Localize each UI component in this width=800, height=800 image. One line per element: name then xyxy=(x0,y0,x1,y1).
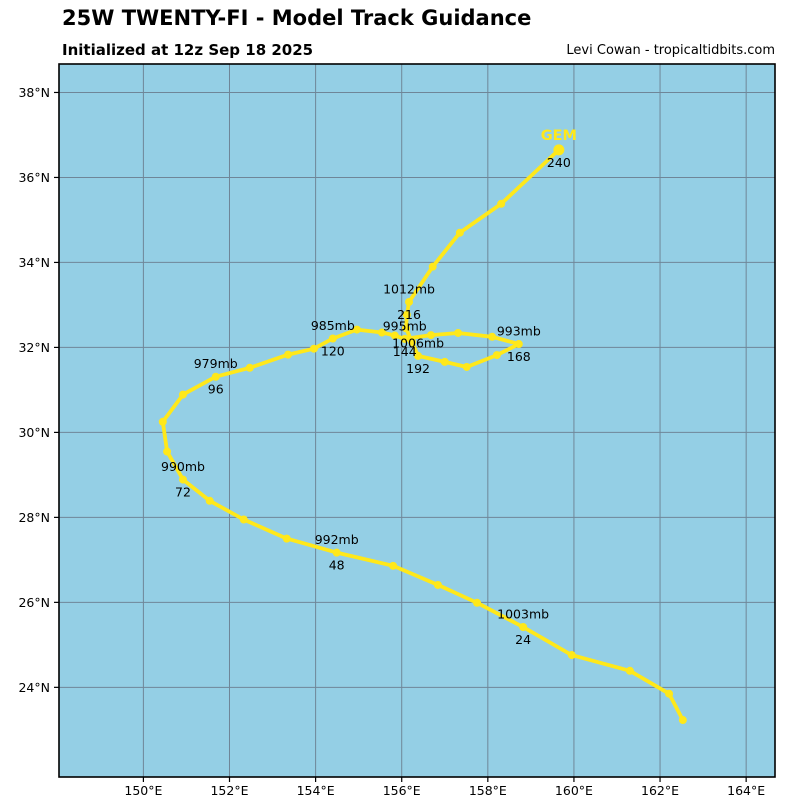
credit-text: Levi Cowan - tropicaltidbits.com xyxy=(566,43,775,58)
point-pressure-label: 995mb xyxy=(383,318,427,333)
track-point xyxy=(389,561,398,570)
track-point xyxy=(211,372,220,381)
point-hour-label: 216 xyxy=(397,307,421,322)
track-point xyxy=(497,199,506,208)
x-tick-label: 150°E xyxy=(124,783,162,798)
point-hour-label: 72 xyxy=(175,485,191,500)
track-point xyxy=(567,651,576,660)
point-hour-label: 240 xyxy=(547,155,571,170)
point-hour-label: 192 xyxy=(406,361,430,376)
point-pressure-label: 1012mb xyxy=(383,281,435,296)
track-point xyxy=(239,515,248,524)
track-point xyxy=(205,496,214,505)
model-name-label: GEM xyxy=(541,128,577,144)
point-pressure-label: 992mb xyxy=(315,532,359,547)
sea-background xyxy=(59,64,775,777)
x-tick-label: 154°E xyxy=(297,783,335,798)
track-point xyxy=(178,475,187,484)
track-point xyxy=(678,716,687,725)
point-pressure-label: 993mb xyxy=(497,324,541,339)
track-point xyxy=(332,548,341,557)
track-point xyxy=(282,534,291,543)
track-point xyxy=(625,666,634,675)
x-tick-label: 152°E xyxy=(210,783,248,798)
track-point xyxy=(178,390,187,399)
page-title: 25W TWENTY-FI - Model Track Guidance xyxy=(62,6,532,30)
point-pressure-label: 985mb xyxy=(311,318,355,333)
y-tick-label: 32°N xyxy=(18,340,50,355)
init-time-subtitle: Initialized at 12z Sep 18 2025 xyxy=(62,41,314,59)
x-tick-label: 156°E xyxy=(383,783,421,798)
track-point xyxy=(514,340,523,349)
point-hour-label: 144 xyxy=(393,344,417,359)
track-point xyxy=(284,350,293,359)
x-tick-label: 164°E xyxy=(727,783,765,798)
map-border xyxy=(58,63,776,778)
track-point xyxy=(352,325,361,334)
y-tick-label: 34°N xyxy=(18,255,50,270)
track-point xyxy=(408,337,417,346)
track-point xyxy=(377,328,386,337)
point-hour-label: 24 xyxy=(515,632,531,647)
y-tick-label: 36°N xyxy=(18,170,50,185)
point-hour-label: 96 xyxy=(208,382,224,397)
track-point xyxy=(462,362,471,371)
y-tick-label: 38°N xyxy=(18,85,50,100)
track-point xyxy=(309,344,318,353)
track-point xyxy=(414,351,423,360)
point-hour-label: 168 xyxy=(507,349,531,364)
x-tick-label: 162°E xyxy=(641,783,679,798)
track-point xyxy=(519,623,528,632)
point-pressure-label: 990mb xyxy=(161,459,205,474)
track-point xyxy=(440,357,449,366)
track-point xyxy=(455,228,464,237)
y-tick-label: 30°N xyxy=(18,425,50,440)
track-point xyxy=(428,262,437,271)
track-point xyxy=(473,598,482,607)
track-point xyxy=(400,334,409,343)
point-hour-label: 48 xyxy=(329,558,345,573)
track-point xyxy=(492,351,501,360)
track-point xyxy=(402,324,411,333)
x-tick-label: 158°E xyxy=(469,783,507,798)
track-point xyxy=(665,689,674,698)
track-point xyxy=(163,447,172,456)
track-point xyxy=(390,331,399,340)
y-tick-label: 26°N xyxy=(18,595,50,610)
track-point xyxy=(454,328,463,337)
track-point xyxy=(426,331,435,340)
track-point xyxy=(402,310,411,319)
y-tick-label: 24°N xyxy=(18,680,50,695)
point-pressure-label: 1006mb xyxy=(392,335,444,350)
track-point xyxy=(488,332,497,341)
track-point xyxy=(158,417,167,426)
point-pressure-label: 1003mb xyxy=(497,607,549,622)
point-hour-label: 120 xyxy=(321,343,345,358)
track-point xyxy=(433,580,442,589)
track-point xyxy=(245,363,254,372)
track-point xyxy=(405,297,414,306)
point-pressure-label: 979mb xyxy=(194,356,238,371)
track-point xyxy=(328,334,337,343)
x-tick-label: 160°E xyxy=(555,783,593,798)
track-point xyxy=(553,144,565,156)
y-tick-label: 28°N xyxy=(18,510,50,525)
